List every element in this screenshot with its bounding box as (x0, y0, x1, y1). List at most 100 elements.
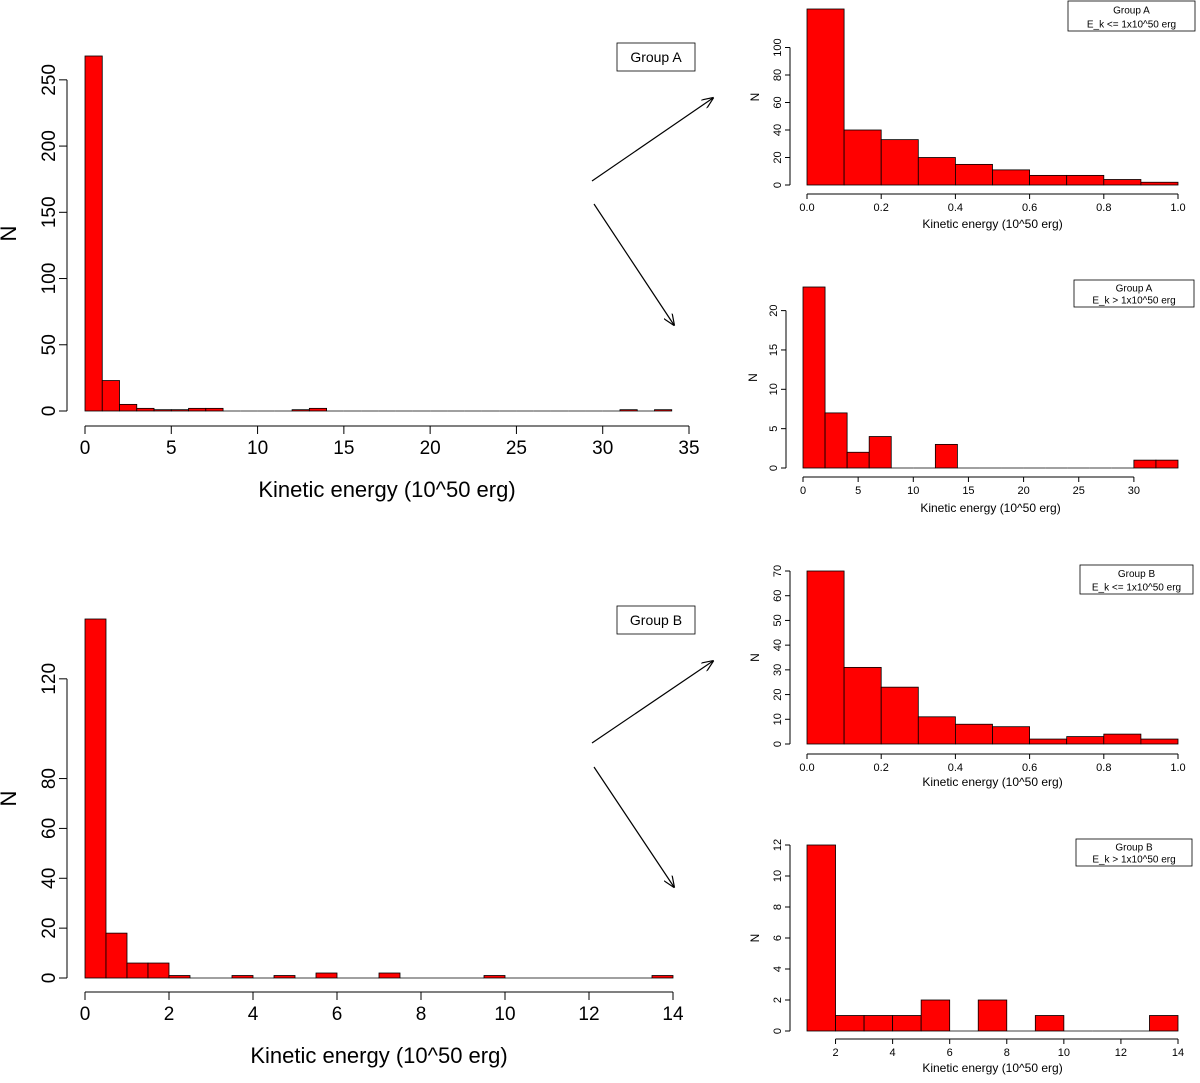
y-tick-label: 5 (768, 426, 780, 432)
histogram-bar (84, 55, 103, 412)
histogram-bars (806, 844, 1179, 1032)
histogram-bar (119, 403, 138, 412)
legend-box (1075, 838, 1193, 867)
y-tick-label: 70 (772, 565, 784, 577)
histogram-bar (1155, 459, 1179, 469)
histogram-bar (892, 1015, 922, 1032)
histogram-bar (917, 716, 956, 745)
legend-condition: E_k <= 1x10^50 erg (1087, 19, 1176, 30)
x-tick-label: 30 (1128, 485, 1140, 497)
histogram-bar (378, 972, 401, 979)
x-tick-label: 12 (1115, 1047, 1127, 1059)
legend-title: Group B (630, 612, 682, 628)
x-axis: 0 5 10 15 20 25 30 35 (80, 425, 700, 459)
x-tick-label: 20 (420, 438, 441, 459)
arrow-group-b-to-low (591, 661, 713, 744)
histogram-bar (1103, 733, 1142, 745)
x-tick-label: 12 (578, 1004, 599, 1025)
legend-title: Group A (630, 49, 682, 65)
histogram-bar (868, 436, 892, 469)
x-tick-label: 0.2 (874, 202, 889, 214)
legend-box (1073, 279, 1195, 308)
x-tick-label: 10 (1058, 1047, 1070, 1059)
histogram-bar (1066, 174, 1105, 186)
histogram-bar (1133, 459, 1157, 469)
x-tick-label: 4 (248, 1004, 259, 1025)
y-tick-label: 200 (39, 130, 60, 162)
x-tick-label: 6 (332, 1004, 343, 1025)
y-tick-label: 10 (772, 870, 784, 882)
histogram-bar (651, 975, 674, 979)
main-histogram-group-b: 0 2 4 6 8 10 12 14 Kinetic energy (10^50 erg) 0 20… (0, 605, 696, 1068)
y-tick-label: 40 (772, 639, 784, 651)
y-tick-label: 0 (772, 741, 784, 747)
histogram-bars (84, 55, 673, 412)
y-tick-label: 100 (772, 38, 784, 56)
x-tick-label: 10 (494, 1004, 515, 1025)
x-tick-label: 35 (678, 438, 699, 459)
main-histogram-group-a: 0 5 10 15 20 25 30 35 Kinetic energy (10^50 erg)… (0, 42, 700, 502)
legend: Group B E_k <= 1x10^50 erg (1079, 564, 1194, 595)
histogram-bar (170, 409, 189, 412)
y-tick-label: 120 (39, 663, 60, 695)
x-axis: 0.0 0.2 0.4 0.6 0.8 1.0 (799, 753, 1186, 774)
y-tick-label: 250 (39, 64, 60, 96)
x-tick-label: 15 (962, 485, 974, 497)
histogram-bar (806, 8, 845, 186)
histogram-bar (273, 975, 296, 979)
y-tick-label: 20 (772, 151, 784, 163)
connector-arrows (591, 98, 713, 887)
legend: Group B E_k > 1x10^50 erg (1075, 838, 1193, 867)
x-tick-label: 0 (80, 1004, 91, 1025)
histogram-bar (1140, 181, 1179, 186)
y-tick-label: 10 (768, 383, 780, 395)
legend-condition: E_k <= 1x10^50 erg (1092, 582, 1181, 593)
y-tick-label: 6 (772, 935, 784, 941)
x-tick-label: 1.0 (1170, 762, 1185, 774)
y-axis-label: N (0, 226, 21, 242)
histogram-bar (1140, 738, 1179, 745)
x-tick-label: 2 (164, 1004, 175, 1025)
x-tick-label: 0.4 (948, 202, 963, 214)
y-tick-label: 30 (772, 664, 784, 676)
legend-condition: E_k > 1x10^50 erg (1092, 855, 1175, 866)
x-axis-label: Kinetic energy (10^50 erg) (250, 1043, 507, 1068)
arrow-group-b-to-high (593, 766, 674, 887)
histogram-bars (806, 8, 1179, 186)
y-tick-label: 80 (772, 69, 784, 81)
histogram-bar (917, 157, 956, 186)
x-axis-label: Kinetic energy (10^50 erg) (920, 501, 1060, 515)
y-tick-label: 8 (772, 904, 784, 910)
histogram-bar (1149, 1015, 1179, 1032)
y-tick-label: 12 (772, 839, 784, 851)
legend-title: Group A (1113, 6, 1150, 17)
histogram-bar (920, 999, 951, 1032)
x-tick-label: 10 (247, 438, 268, 459)
y-tick-label: 0 (39, 973, 60, 984)
histogram-bar (977, 999, 1008, 1032)
histogram-bar (955, 163, 993, 186)
x-tick-label: 0.4 (948, 762, 963, 774)
x-axis-label: Kinetic energy (10^50 erg) (922, 217, 1062, 231)
histogram-bar (880, 686, 919, 745)
y-tick-label: 40 (39, 868, 60, 889)
legend-title: Group B (1118, 569, 1156, 580)
y-axis: 0 5 10 15 20 (768, 304, 787, 471)
y-tick-label: 10 (772, 713, 784, 725)
y-tick-label: 40 (772, 124, 784, 136)
x-tick-label: 14 (1172, 1047, 1184, 1059)
histogram-bar (619, 409, 638, 412)
y-tick-label: 60 (772, 96, 784, 108)
x-tick-label: 25 (1073, 485, 1085, 497)
histogram-bar (483, 975, 506, 979)
y-tick-label: 4 (772, 966, 784, 972)
histogram-bar (1103, 179, 1142, 186)
y-axis: 0 50 100 150 200 250 (39, 64, 68, 416)
histogram-bar (168, 975, 191, 979)
inset-histogram-group-b-high: 2 4 6 8 10 12 14 Kinetic energy (10^50 erg) 0 2 4 6… (748, 838, 1193, 1075)
legend-condition: E_k > 1x10^50 erg (1092, 296, 1175, 307)
histogram-bar (880, 139, 919, 186)
y-tick-label: 150 (39, 196, 60, 228)
histogram-bar (1034, 1015, 1065, 1032)
histogram-bar (846, 451, 870, 469)
